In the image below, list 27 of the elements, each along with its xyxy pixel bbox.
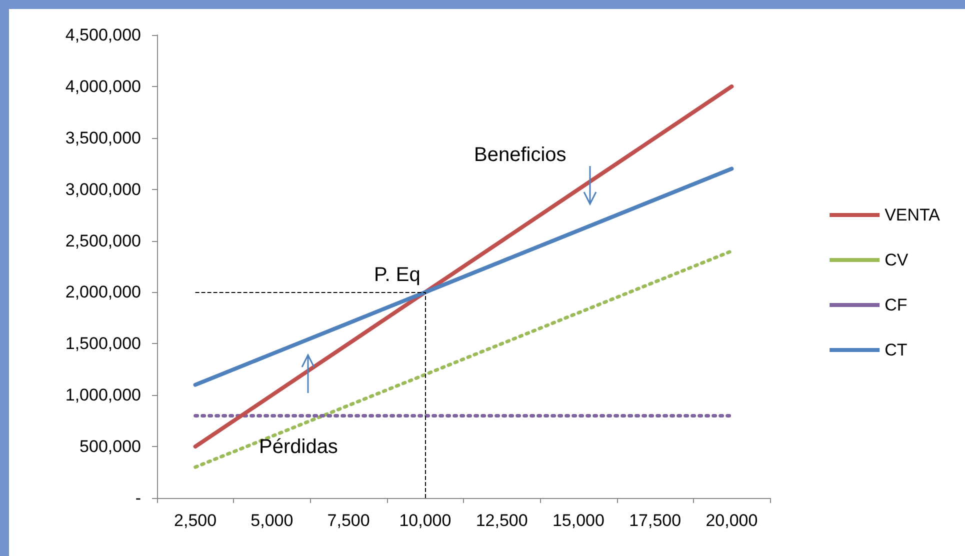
x-tick-label: 12,500 <box>476 511 528 530</box>
line-series <box>194 249 734 469</box>
y-tick-label: 1,000,000 <box>65 386 141 405</box>
y-tick-label: - <box>135 488 141 508</box>
x-tick-label: 20,000 <box>706 511 758 530</box>
y-tick-label: 3,500,000 <box>65 128 141 148</box>
x-tick-label: 5,000 <box>250 511 294 530</box>
y-tick-label: 1,500,000 <box>65 334 141 354</box>
legend-label: CF <box>884 296 908 314</box>
x-tick-label: 10,000 <box>399 511 452 530</box>
legend-label: CT <box>884 340 908 360</box>
y-tick-label: 4,000,000 <box>65 76 141 96</box>
y-tick-label: 2,500,000 <box>65 231 141 250</box>
x-tick-label: 15,000 <box>552 511 604 530</box>
annotation: P. Eq <box>374 264 420 286</box>
y-tick-label: 4,500,000 <box>65 26 141 44</box>
legend-label: VENTA <box>884 206 941 224</box>
x-tick-label: 17,500 <box>629 511 682 530</box>
line-series <box>193 166 734 387</box>
y-tick-label: 2,000,000 <box>65 282 141 302</box>
x-tick-label: 7,500 <box>327 511 370 530</box>
annotation: Pérdidas <box>259 436 338 458</box>
annotation: Beneficios <box>474 144 566 166</box>
legend-label: CV <box>884 250 909 270</box>
x-tick-label: 2,500 <box>174 511 217 530</box>
y-tick-label: 500,000 <box>80 437 141 456</box>
y-tick-label: 3,000,000 <box>65 180 141 199</box>
